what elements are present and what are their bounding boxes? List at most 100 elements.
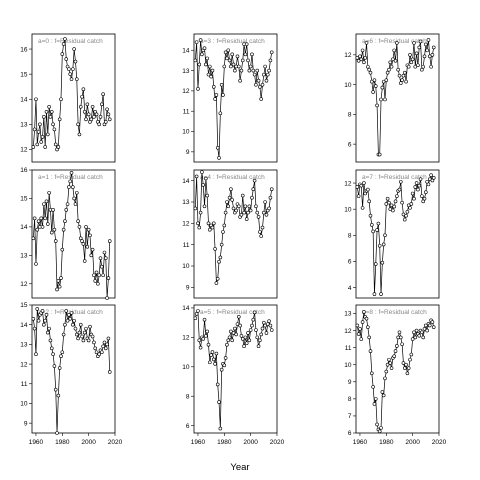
data-point — [105, 107, 109, 112]
data-point — [44, 199, 49, 204]
data-point — [105, 342, 109, 347]
data-point — [405, 371, 410, 376]
y-tick-label: 13 — [20, 122, 28, 129]
data-point — [244, 341, 249, 346]
data-point — [240, 58, 245, 63]
data-point — [260, 82, 265, 87]
y-tick-label: 12 — [20, 281, 28, 288]
y-tick-label: 7 — [348, 413, 352, 420]
data-point — [63, 322, 67, 327]
data-point — [93, 346, 98, 351]
data-point — [358, 327, 362, 331]
data-point — [76, 336, 80, 341]
y-tick-label: 15 — [20, 196, 28, 203]
data-point — [367, 67, 371, 72]
data-point — [380, 260, 385, 265]
data-point — [259, 97, 263, 101]
data-point — [372, 402, 377, 406]
data-point — [366, 64, 370, 69]
data-point — [398, 81, 403, 85]
data-point — [65, 318, 70, 323]
data-point — [42, 322, 46, 327]
y-tick-label: 12 — [182, 335, 190, 342]
y-tick-label: 6 — [348, 259, 352, 266]
data-point — [383, 233, 387, 238]
data-point — [217, 156, 221, 160]
y-tick-label: 10 — [344, 362, 352, 369]
x-tick-label: 1960 — [353, 439, 368, 446]
data-point — [74, 190, 79, 195]
data-point — [255, 335, 260, 340]
data-point — [258, 85, 262, 89]
data-point — [100, 264, 104, 269]
data-point — [47, 104, 51, 109]
panel-0: 12 13 14 15 16 a=0 : f=Residual catch — [20, 33, 116, 163]
data-point — [385, 362, 390, 367]
data-point — [97, 122, 101, 127]
panel-strip-label: a=7 : f=Residual catch — [362, 174, 427, 181]
data-point — [77, 225, 82, 229]
data-point — [229, 329, 233, 334]
data-point — [100, 102, 104, 107]
data-point — [269, 50, 274, 55]
data-point — [259, 234, 263, 238]
data-point — [53, 239, 58, 243]
data-point — [383, 97, 387, 102]
data-point — [73, 326, 78, 331]
data-point — [103, 256, 108, 260]
data-point — [410, 57, 415, 62]
data-point — [100, 350, 104, 355]
data-point — [214, 93, 219, 97]
panel-strip-label: a=4 : f=Residual catch — [200, 174, 265, 181]
data-point — [431, 176, 436, 180]
data-point — [60, 52, 65, 56]
data-point — [246, 58, 250, 63]
data-point — [78, 322, 83, 327]
data-point — [94, 350, 99, 355]
data-point — [201, 337, 206, 341]
data-point — [398, 179, 403, 184]
data-point — [389, 64, 394, 69]
data-point — [97, 352, 101, 357]
data-point — [355, 185, 360, 189]
data-point — [103, 120, 108, 124]
data-point — [223, 356, 228, 360]
data-point — [222, 64, 227, 69]
panel-1: 9 10 11 12 13 14 a=3 : f=Residual catch — [182, 33, 278, 163]
data-point — [196, 221, 200, 226]
data-point — [418, 39, 423, 44]
data-point — [397, 330, 402, 335]
data-point — [47, 190, 51, 195]
y-tick-label: 14 — [182, 178, 190, 185]
data-point — [205, 56, 209, 61]
data-point — [264, 213, 269, 217]
data-point — [406, 366, 411, 370]
data-point — [90, 247, 95, 252]
data-point — [235, 54, 240, 59]
data-point — [420, 194, 424, 198]
data-point — [392, 354, 397, 359]
y-tick-label: 10 — [182, 364, 190, 371]
data-point — [381, 393, 386, 398]
data-point — [391, 208, 395, 213]
data-point — [401, 361, 406, 365]
data-point — [408, 53, 412, 57]
data-point — [262, 210, 266, 215]
data-point — [208, 64, 212, 69]
data-point — [31, 236, 36, 241]
data-point — [410, 191, 415, 196]
data-point — [358, 54, 362, 59]
data-point — [106, 336, 111, 341]
data-point — [251, 68, 256, 73]
data-point — [35, 227, 40, 232]
data-point — [260, 225, 265, 230]
data-point — [57, 284, 62, 289]
panel-frame — [193, 169, 278, 299]
data-point — [370, 371, 374, 376]
data-point — [362, 310, 366, 314]
data-point — [429, 173, 433, 178]
data-point — [256, 78, 261, 83]
data-point — [368, 70, 373, 75]
data-point — [254, 204, 258, 209]
y-tick-label: 11 — [183, 108, 190, 115]
